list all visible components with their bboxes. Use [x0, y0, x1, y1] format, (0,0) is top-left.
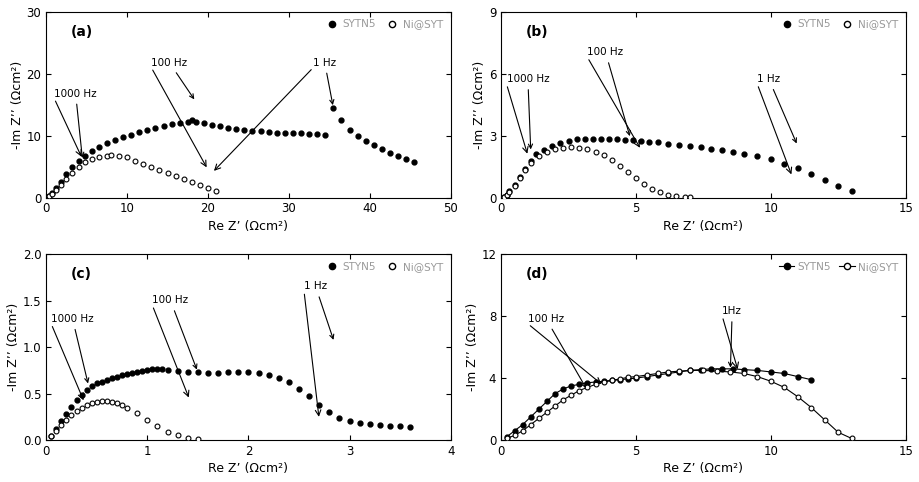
Text: 1000 Hz: 1000 Hz	[54, 89, 96, 157]
Text: 100 Hz: 100 Hz	[528, 314, 584, 387]
Text: 100 Hz: 100 Hz	[152, 58, 193, 98]
Text: (d): (d)	[525, 268, 548, 281]
X-axis label: Re Z’ (Ωcm²): Re Z’ (Ωcm²)	[663, 462, 743, 475]
Text: 100 Hz: 100 Hz	[587, 47, 630, 135]
Y-axis label: -Im Z’’ (Ωcm²): -Im Z’’ (Ωcm²)	[465, 303, 478, 391]
Text: 1Hz: 1Hz	[721, 306, 742, 366]
Y-axis label: -Im Z’’ (Ωcm²): -Im Z’’ (Ωcm²)	[472, 61, 485, 149]
X-axis label: Re Z’ (Ωcm²): Re Z’ (Ωcm²)	[663, 220, 743, 233]
Text: (c): (c)	[71, 268, 91, 281]
Legend: SYTN5, Ni@SYT: SYTN5, Ni@SYT	[322, 17, 445, 31]
Legend: STYN5, Ni@SYT: STYN5, Ni@SYT	[322, 259, 445, 274]
Text: 1000 Hz: 1000 Hz	[51, 314, 94, 382]
X-axis label: Re Z’ (Ωcm²): Re Z’ (Ωcm²)	[209, 462, 289, 475]
Legend: SYTN5, Ni@SYT: SYTN5, Ni@SYT	[776, 17, 900, 31]
Y-axis label: -Im Z’’ (Ωcm²): -Im Z’’ (Ωcm²)	[11, 61, 24, 149]
Text: 1 Hz: 1 Hz	[303, 281, 334, 339]
Text: (b): (b)	[525, 25, 548, 39]
Y-axis label: -Im Z’’ (Ωcm²): -Im Z’’ (Ωcm²)	[7, 303, 20, 391]
X-axis label: Re Z’ (Ωcm²): Re Z’ (Ωcm²)	[209, 220, 289, 233]
Text: 1000 Hz: 1000 Hz	[506, 74, 549, 148]
Text: 1 Hz: 1 Hz	[756, 74, 796, 142]
Text: (a): (a)	[71, 25, 93, 39]
Text: 1 Hz: 1 Hz	[312, 58, 336, 104]
Text: 100 Hz: 100 Hz	[153, 295, 197, 369]
Legend: SYTN5, Ni@SYT: SYTN5, Ni@SYT	[776, 259, 900, 274]
